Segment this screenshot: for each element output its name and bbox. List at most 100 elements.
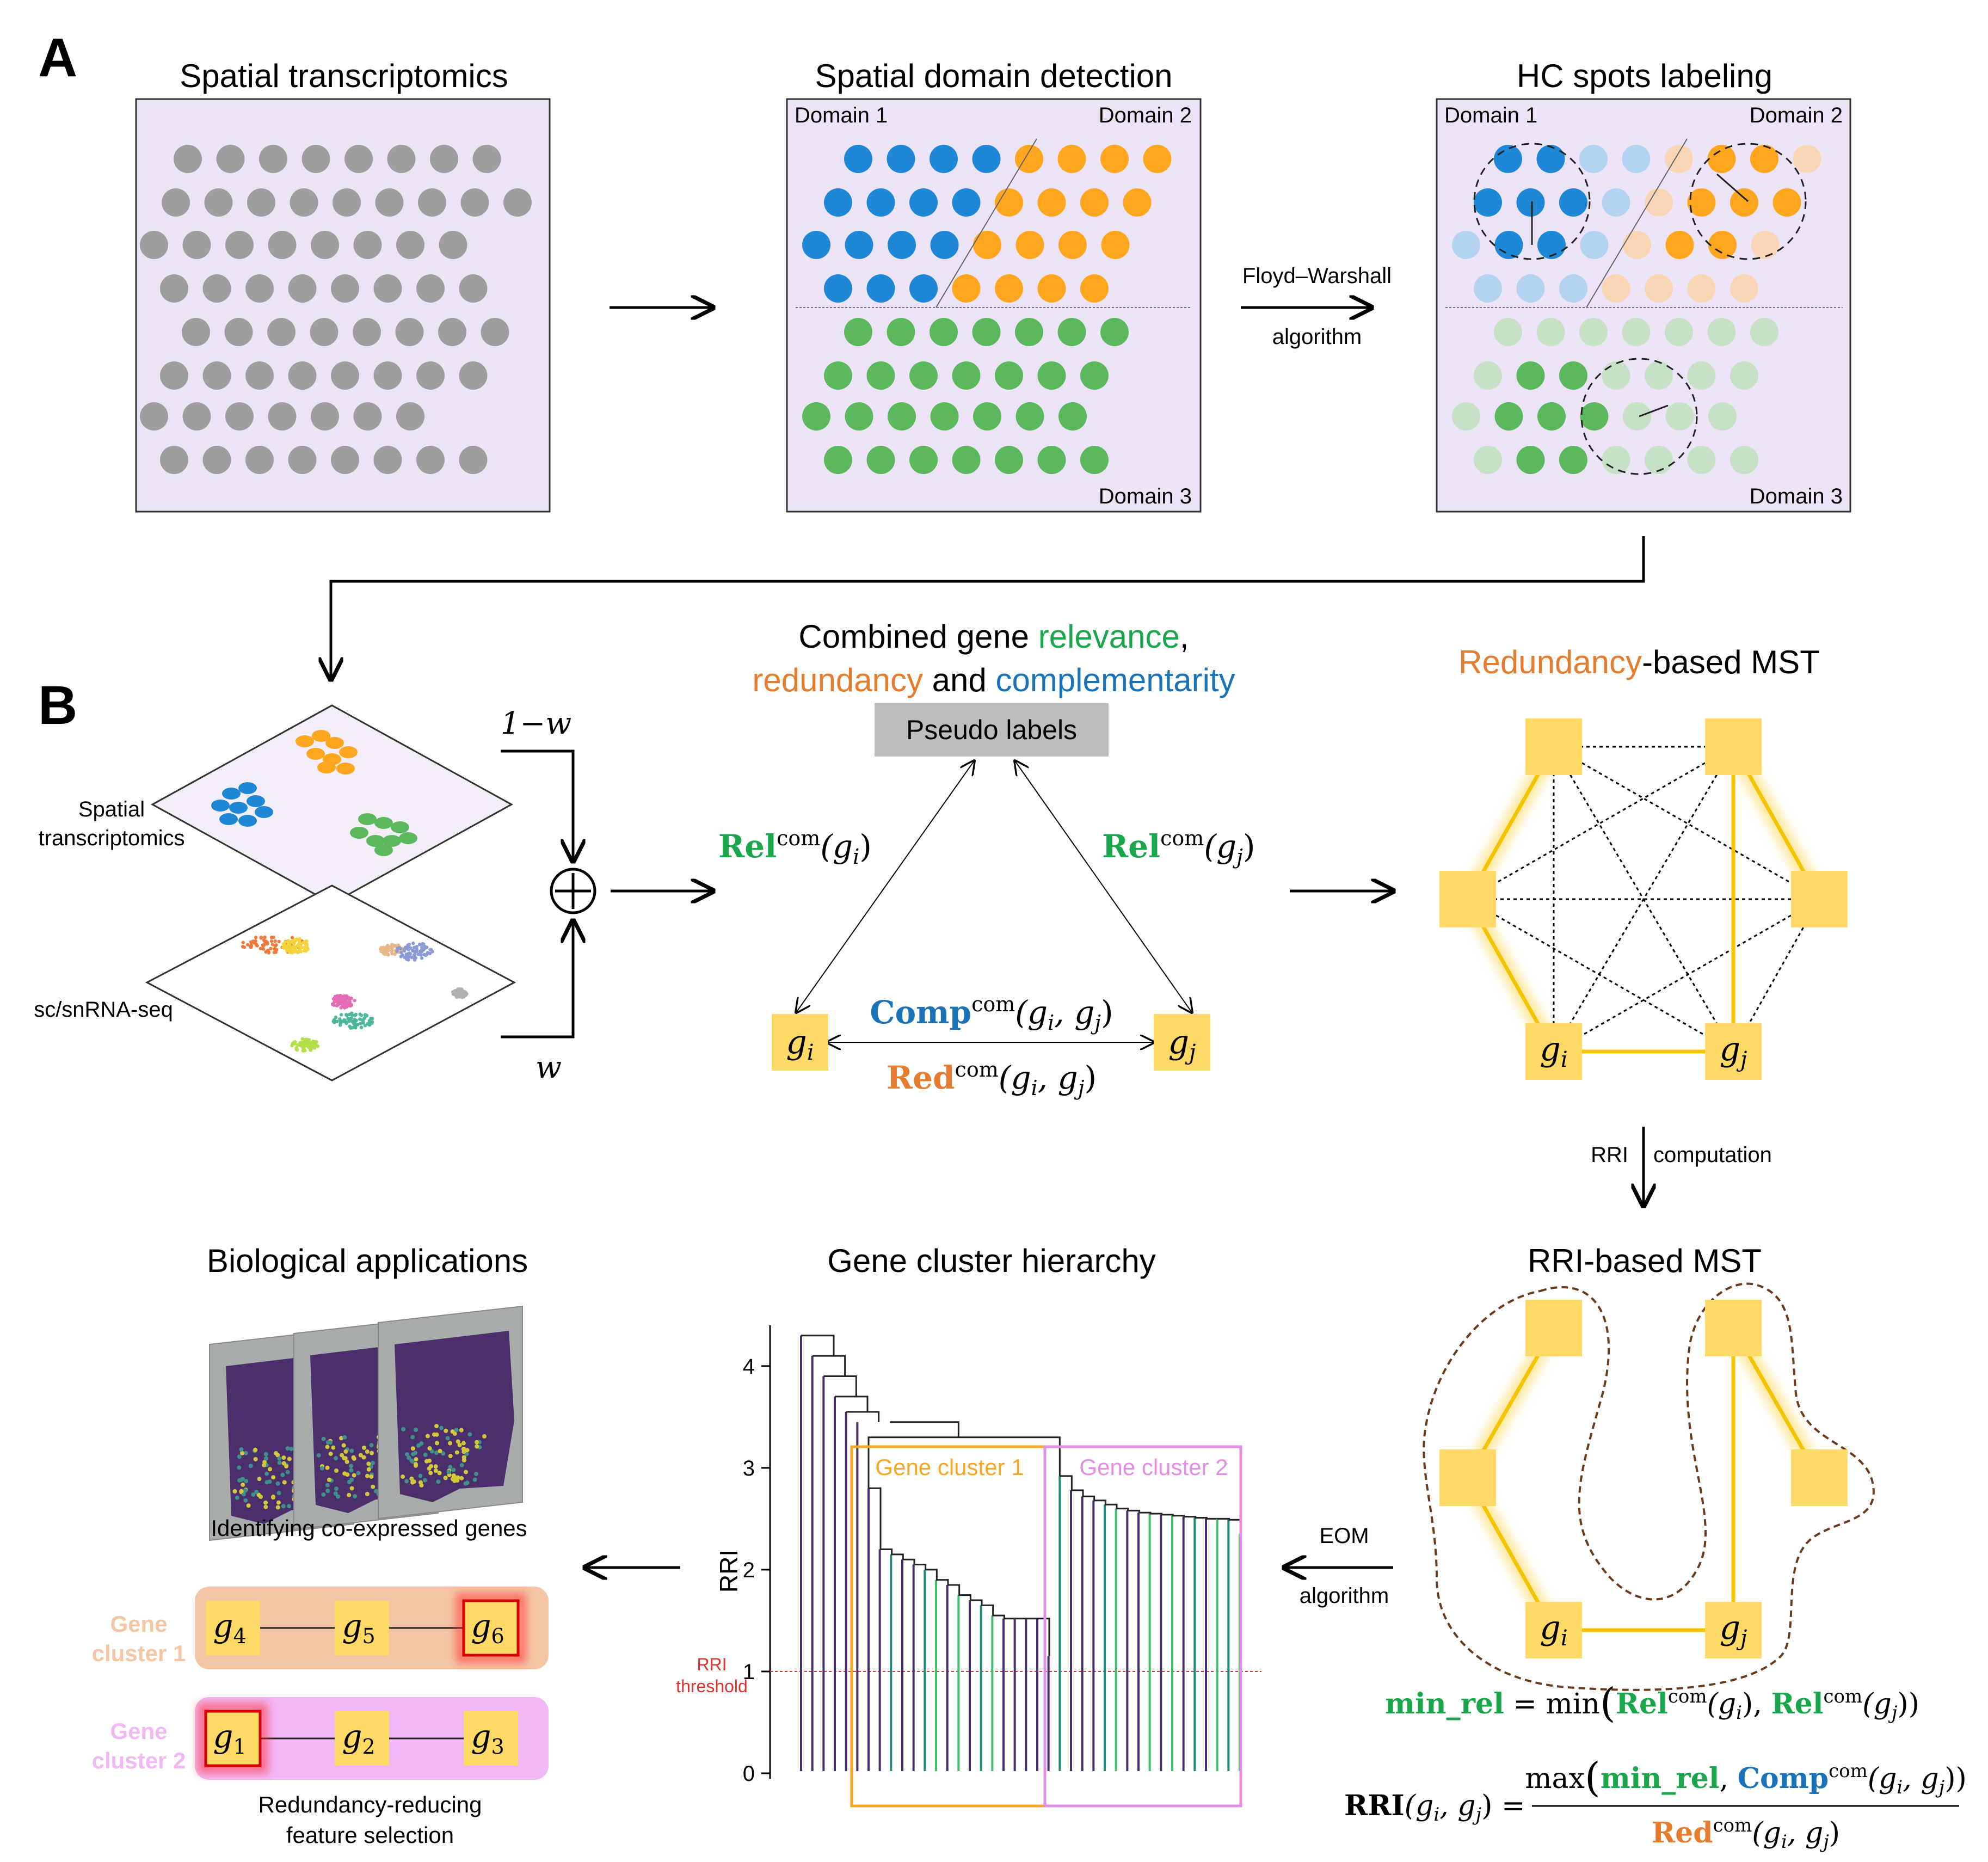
expression-spot: [254, 1489, 259, 1494]
expression-spot: [268, 1467, 273, 1472]
cluster-contour: [1423, 1282, 1875, 1691]
expression-spot: [358, 1453, 363, 1458]
combined-title-complementarity: complementarity: [995, 662, 1235, 698]
expression-spot: [418, 1480, 423, 1485]
gray-spot: [202, 361, 231, 390]
domain1-spot: [845, 231, 873, 259]
dendrogram-link: [846, 1411, 880, 1422]
sc-cell: [339, 1006, 343, 1010]
sc-cell: [293, 939, 298, 943]
red-bold: Red: [887, 1059, 955, 1096]
rel-gi-bold: Rel: [718, 828, 777, 865]
gray-spot: [202, 446, 231, 474]
expression-spot: [285, 1470, 290, 1474]
spatial-dot: [255, 806, 273, 818]
expression-spot: [369, 1474, 374, 1479]
rri-den-sup: com: [1713, 1815, 1752, 1836]
redundancy-mst-graph: gi gj: [1439, 718, 1848, 1080]
pseudo-labels-text: Pseudo labels: [906, 715, 1077, 745]
gene-label: g2: [342, 1718, 375, 1759]
spatial-layer: [150, 704, 514, 905]
sc-cell: [418, 951, 422, 955]
gray-spot: [182, 318, 210, 346]
expression-spot: [289, 1447, 294, 1452]
gene-gj-g: g: [1168, 1023, 1189, 1061]
dendrogram-link: [1183, 1516, 1197, 1518]
gene-box: [335, 1601, 389, 1655]
expression-spot: [424, 1459, 429, 1464]
weight-one-minus-w: 1−w: [501, 706, 571, 741]
non-hc-spot: [1623, 231, 1651, 259]
expression-spot: [439, 1425, 444, 1430]
gene-box: [335, 1711, 389, 1766]
gray-spot: [333, 188, 361, 217]
weight-w: w: [536, 1050, 562, 1085]
expression-spot: [371, 1460, 376, 1465]
hc-domain-label-1: Domain 1: [1444, 103, 1537, 127]
expression-spot: [277, 1460, 282, 1465]
gray-spot: [353, 318, 381, 346]
rri-num-mid: , g: [1903, 1762, 1938, 1795]
hc-spot: [1536, 145, 1565, 173]
rri-node-gi-sub: i: [1561, 1626, 1568, 1651]
domain2-spot: [952, 274, 981, 303]
floyd-warshall-label: Floyd–Warshall: [1242, 264, 1392, 288]
expression-spot: [452, 1431, 457, 1436]
domain1-spot: [952, 188, 981, 217]
dendrogram-link: [1138, 1511, 1152, 1514]
gene-gi: gi: [786, 1023, 814, 1065]
rri-num-sub1: i: [1897, 1777, 1903, 1798]
gray-spot: [204, 188, 233, 217]
comp-bold: Comp: [870, 994, 971, 1031]
non-hc-spot: [1602, 361, 1630, 390]
cluster-1-label-l1: Gene: [110, 1611, 167, 1637]
expression-spot: [281, 1455, 286, 1460]
hc-circle-domain2: [1689, 143, 1807, 260]
non-hc-spot: [1645, 361, 1673, 390]
domain3-spot: [844, 318, 872, 346]
sc-cell: [261, 944, 265, 948]
non-hc-spot: [1579, 145, 1608, 173]
gray-spot: [331, 274, 359, 303]
expression-spot: [334, 1486, 338, 1491]
gene-cluster-2-label: Gene cluster 2: [1079, 1454, 1228, 1480]
expression-spot: [366, 1467, 371, 1472]
domain1-spot: [930, 231, 959, 259]
expression-spot: [427, 1446, 432, 1451]
domain3-spot: [1080, 361, 1109, 390]
gray-spot: [331, 446, 359, 474]
non-hc-spot: [1494, 318, 1522, 346]
domain1-spot: [887, 145, 915, 173]
sc-cell: [285, 949, 289, 953]
minrel-sup1: com: [1668, 1686, 1707, 1707]
y-tick-label: 4: [743, 1355, 755, 1379]
spatial-dot: [391, 821, 409, 833]
non-hc-spot: [1665, 318, 1693, 346]
gray-spot: [353, 402, 382, 431]
expression-spot: [409, 1476, 414, 1481]
domain1-spot: [824, 188, 852, 217]
expression-spot: [349, 1464, 354, 1468]
sc-cell: [405, 955, 409, 959]
expression-spot: [237, 1454, 242, 1459]
sc-cell: [274, 943, 278, 947]
domain-divider-diagonal: [935, 138, 1037, 308]
expression-spot: [370, 1451, 374, 1455]
gene-box-gj: [1154, 1014, 1210, 1071]
expression-spot: [347, 1492, 352, 1497]
gray-spot: [290, 188, 318, 217]
gene-label-sub: 1: [233, 1735, 246, 1759]
hc-spot: [1494, 145, 1522, 173]
gray-spot: [331, 361, 359, 390]
expression-spot: [349, 1448, 354, 1453]
expression-spot: [339, 1436, 344, 1441]
gene-label: g4: [213, 1607, 246, 1648]
expression-spot: [275, 1505, 280, 1510]
panel-label-b: B: [38, 675, 77, 736]
gene-box-gi: [772, 1014, 828, 1071]
domain-spots: [802, 145, 1172, 474]
expression-spot: [349, 1486, 354, 1491]
combined-title-line2: redundancy and complementarity: [752, 662, 1235, 698]
hc-spot: [1516, 446, 1545, 474]
